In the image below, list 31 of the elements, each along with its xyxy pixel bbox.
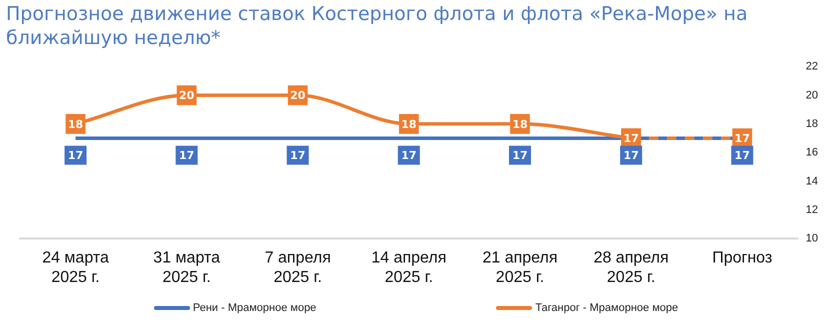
x-tick-label: 31 марта 2025 г. [153, 250, 220, 286]
data-label: 17 [734, 149, 750, 162]
legend-label: Таганрог - Мраморное море [535, 302, 678, 314]
legend-label: Рени - Мраморное море [192, 302, 316, 314]
data-label: 18 [68, 118, 84, 131]
x-tick-label: Прогноз [712, 250, 772, 267]
data-label: 17 [623, 149, 639, 162]
data-label: 17 [734, 132, 750, 146]
data-label: 20 [290, 89, 306, 102]
y-tick-label: 14 [806, 175, 818, 188]
data-label: 20 [179, 89, 195, 102]
y-tick-label: 12 [806, 204, 818, 216]
x-tick-label: 14 апреля 2025 г. [371, 250, 446, 286]
data-label: 17 [68, 149, 84, 162]
data-label: 17 [401, 149, 417, 162]
data-label: 17 [623, 132, 639, 146]
x-tick-label: 7 апреля 2025 г. [264, 250, 331, 286]
data-label: 18 [401, 118, 417, 131]
x-tick-label: 21 апреля 2025 г. [482, 250, 558, 286]
y-tick-label: 10 [806, 232, 818, 245]
y-tick-label: 20 [806, 89, 818, 102]
data-label: 17 [179, 149, 194, 162]
chart-title: Прогнозное движение ставок Костерного флота и флота «Река-Море» на ближайшую неделю* [6, 2, 749, 50]
data-label: 17 [290, 149, 306, 162]
data-label: 18 [512, 118, 528, 131]
x-tick-label: 28 апреля 2025 г. [594, 250, 669, 286]
x-tick-label: 24 марта 2025 г. [42, 250, 110, 286]
y-tick-label: 22 [806, 60, 818, 73]
data-label: 17 [512, 149, 528, 162]
y-tick-label: 16 [806, 146, 818, 159]
y-tick-label: 18 [806, 118, 818, 130]
